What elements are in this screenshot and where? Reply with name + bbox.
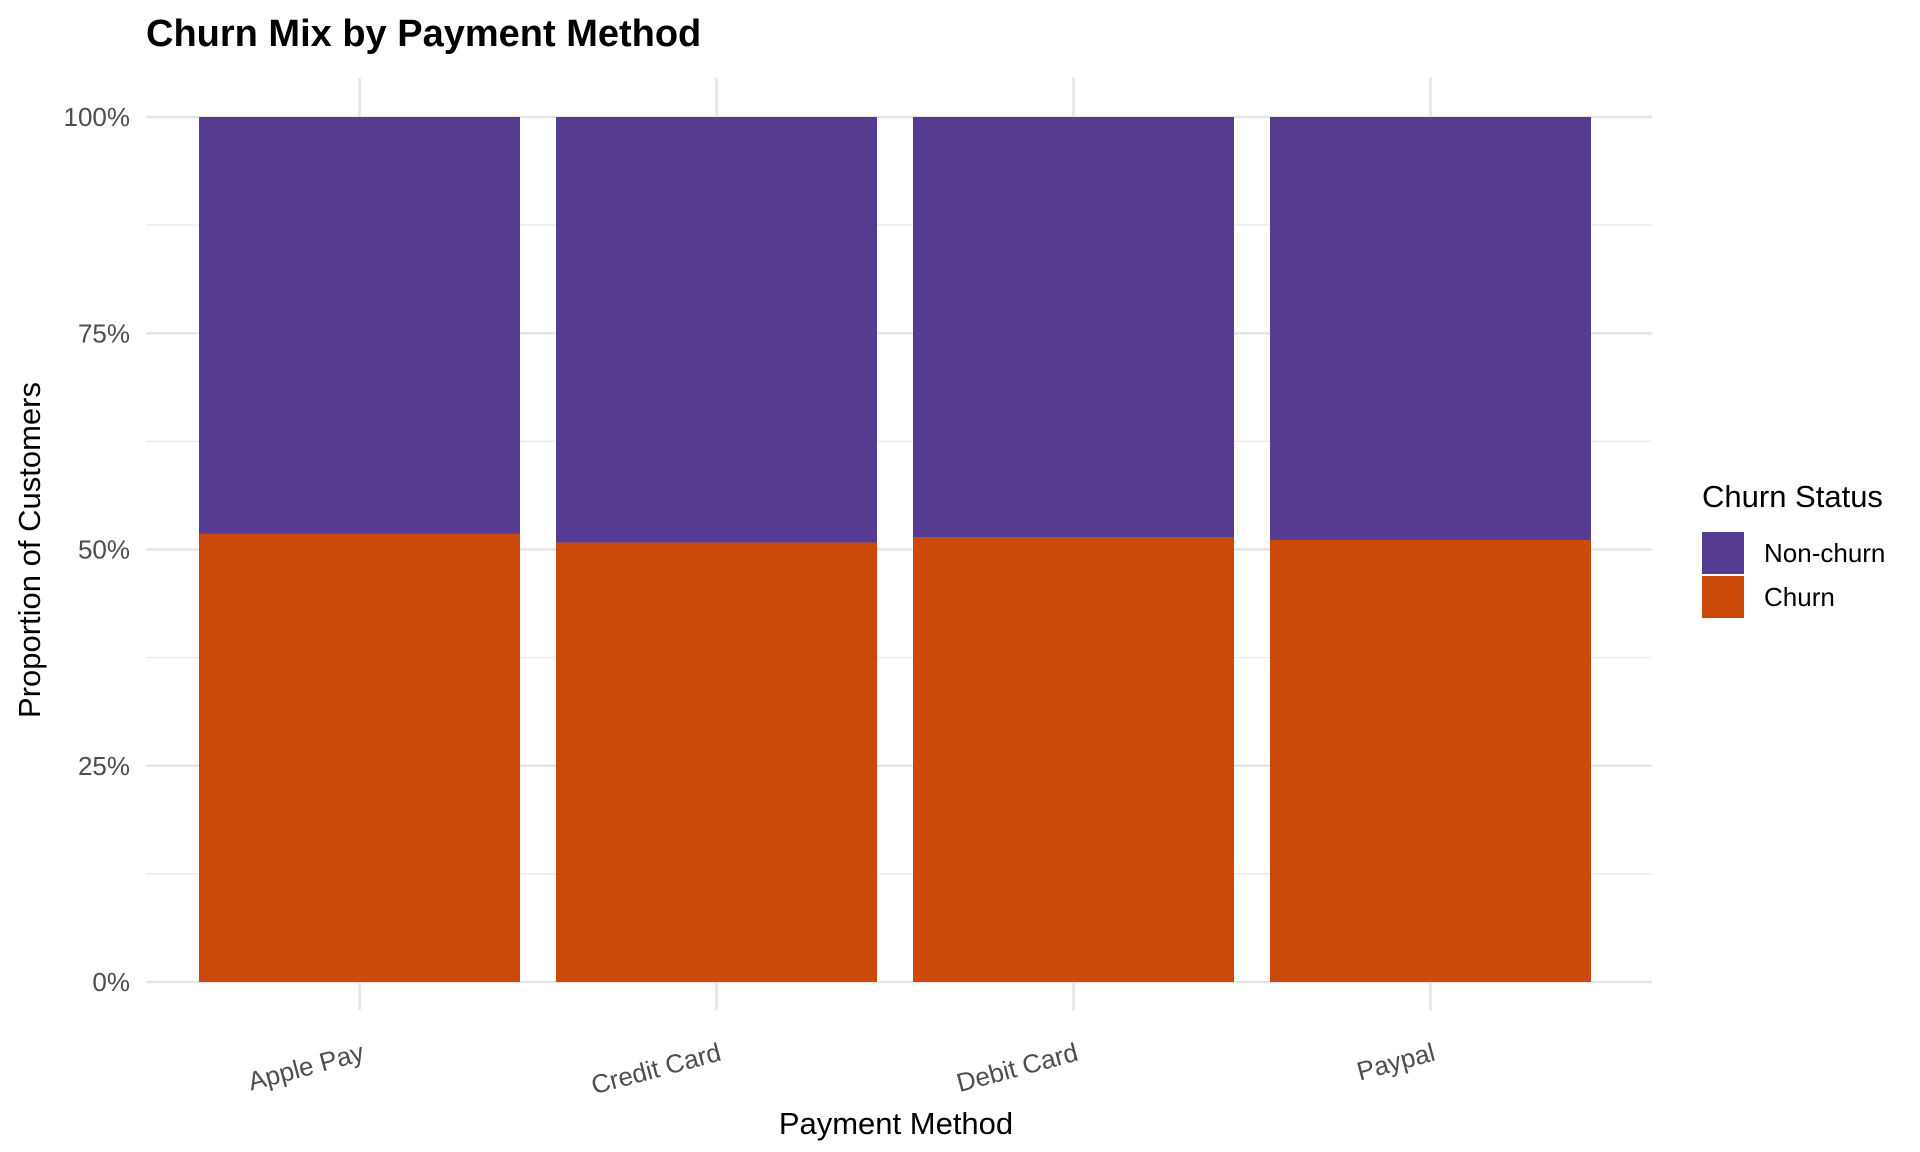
x-axis-title: Payment Method xyxy=(779,1106,1013,1141)
y-tick-label: 50% xyxy=(78,535,130,565)
y-tick-label: 0% xyxy=(92,967,130,997)
bar-non-churn-apple-pay xyxy=(199,117,520,534)
y-axis-title: Proportion of Customers xyxy=(12,382,47,718)
legend-label: Churn xyxy=(1764,582,1835,612)
legend-title: Churn Status xyxy=(1702,479,1883,514)
legend: Churn Status Non-churn Churn xyxy=(1702,479,1885,618)
bar-non-churn-credit-card xyxy=(556,117,877,543)
bar-non-churn-debit-card xyxy=(913,117,1234,538)
bars xyxy=(199,117,1591,982)
legend-label: Non-churn xyxy=(1764,538,1885,568)
x-tick-label: Debit Card xyxy=(953,1037,1081,1098)
y-tick-labels: 0% 25% 50% 75% 100% xyxy=(64,102,131,997)
bar-churn-credit-card xyxy=(556,542,877,982)
chart-title: Churn Mix by Payment Method xyxy=(146,13,701,55)
legend-key xyxy=(1702,576,1744,618)
bar-non-churn-paypal xyxy=(1270,117,1591,540)
x-tick-label: Apple Pay xyxy=(245,1037,367,1097)
x-tick-labels: Apple Pay Credit Card Debit Card Paypal xyxy=(245,1037,1438,1100)
x-tick-label: Paypal xyxy=(1353,1037,1438,1087)
bar-churn-debit-card xyxy=(913,537,1234,982)
y-tick-label: 100% xyxy=(64,102,131,132)
bar-churn-paypal xyxy=(1270,539,1591,982)
x-tick-label: Credit Card xyxy=(588,1037,724,1100)
y-tick-label: 75% xyxy=(78,318,130,348)
legend-key xyxy=(1702,532,1744,574)
bar-churn-apple-pay xyxy=(199,533,520,982)
y-tick-label: 25% xyxy=(78,751,130,781)
